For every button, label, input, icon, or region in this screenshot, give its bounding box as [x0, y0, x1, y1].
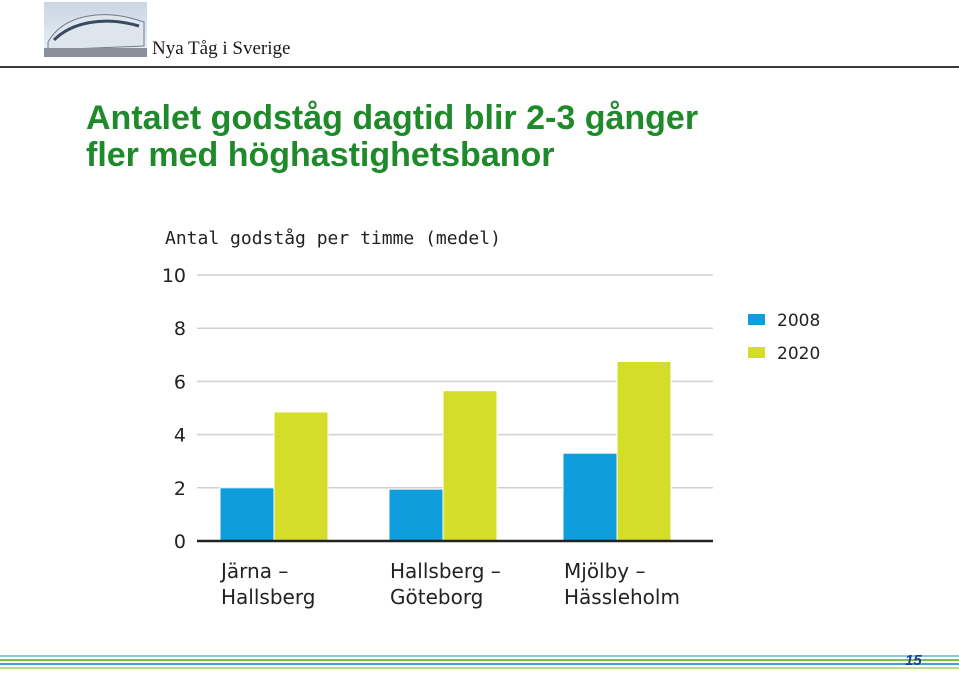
brand-name: Nya Tåg i Sverige: [152, 38, 291, 59]
bar-2020-1: [442, 390, 498, 542]
footer-stripes: [0, 655, 959, 669]
y-tick-label: 10: [162, 265, 186, 287]
legend-swatch-2020: [748, 347, 765, 358]
header-divider: [0, 66, 959, 68]
x-category-label: Göteborg: [390, 585, 483, 609]
page-number: 15: [905, 652, 922, 669]
y-tick-label: 8: [174, 318, 186, 340]
slide-title-line-2: fler med höghastighetsbanor: [86, 136, 555, 174]
y-tick-label: 4: [174, 425, 186, 447]
chart-title: Antal godståg per timme (medel): [165, 228, 501, 249]
bar-2020-0: [273, 411, 329, 542]
legend-label: 2020: [777, 344, 820, 364]
train-photo-logo: [44, 2, 147, 57]
x-category-label: Hässleholm: [564, 585, 680, 609]
legend-swatch-2008: [748, 314, 765, 325]
bar-2008-2: [562, 452, 618, 542]
bar-2008-1: [388, 488, 444, 542]
x-category-label: Järna –: [219, 559, 288, 583]
x-category-label: Hallsberg –: [390, 559, 501, 583]
x-category-label: Hallsberg: [221, 585, 315, 609]
bar-2008-0: [219, 487, 275, 542]
legend-label: 2008: [777, 311, 820, 331]
x-category-label: Mjölby –: [564, 559, 646, 583]
y-tick-label: 6: [174, 371, 186, 393]
slide-title-line-1: Antalet godståg dagtid blir 2-3 gånger: [86, 99, 699, 137]
slide-title: Antalet godståg dagtid blir 2-3 gånger f…: [86, 100, 906, 174]
y-tick-label: 0: [174, 531, 186, 553]
bar-2020-2: [616, 360, 672, 542]
y-tick-label: 2: [174, 478, 186, 500]
